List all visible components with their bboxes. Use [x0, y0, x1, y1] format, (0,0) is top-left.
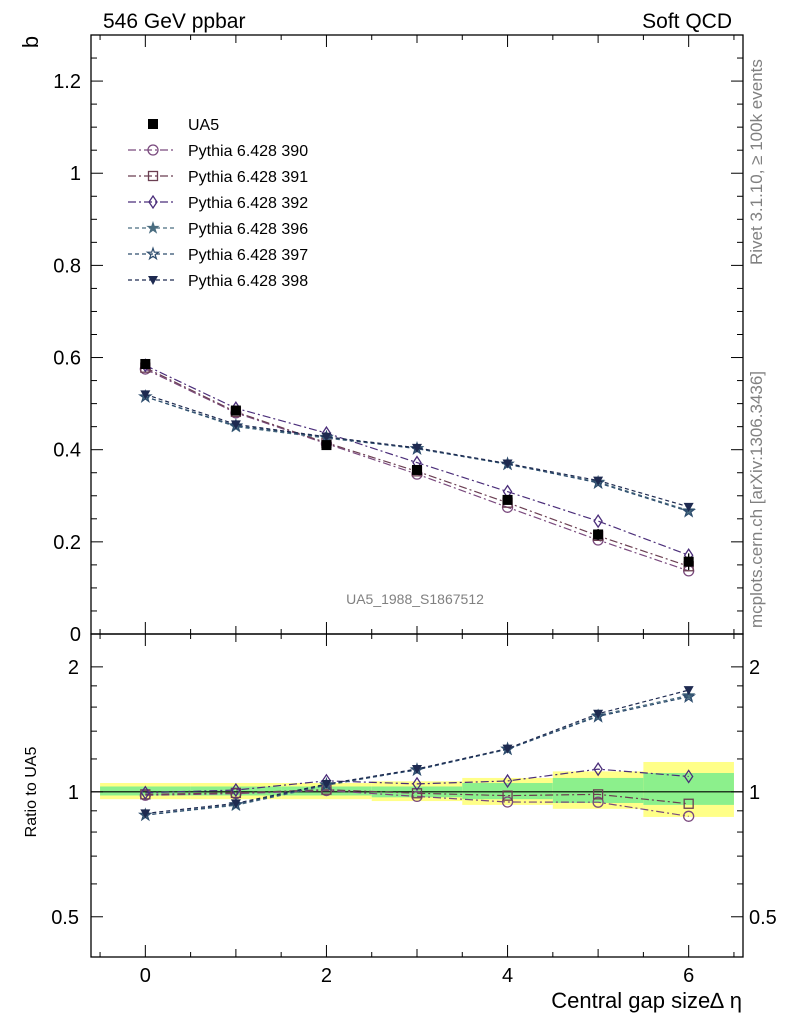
ratio-series-point [593, 761, 603, 777]
ratio-series-point [502, 773, 513, 789]
ratio-series-point [502, 744, 513, 754]
ratio-series-point [681, 689, 696, 704]
main-y-tick-label: 1 [70, 163, 81, 185]
ratio-series-point [683, 810, 695, 822]
main-series-line [145, 364, 689, 556]
main-series-line [145, 396, 689, 513]
ratio-series-point [140, 785, 151, 800]
ratio-y-tick-label-right: 0.5 [749, 907, 777, 929]
data-point [321, 440, 332, 451]
ratio-series-point [683, 798, 694, 809]
main-y-tick-label: 0.2 [53, 532, 81, 554]
main-series-point [683, 502, 694, 512]
ratio-series-point [683, 686, 694, 696]
legend-marker [148, 119, 158, 129]
ratio-y-tick-label-right: 2 [749, 657, 760, 679]
legend-label: Pythia 6.428 398 [188, 273, 308, 290]
legend-label: Pythia 6.428 391 [188, 169, 308, 186]
legend-label: Pythia 6.428 397 [188, 247, 308, 264]
main-y-tick-label: 0.6 [53, 348, 81, 370]
legend-marker [147, 170, 159, 182]
ratio-series-line [145, 789, 689, 817]
main-y-axis-label: b [18, 36, 43, 48]
ratio-y-axis-label: Ratio to UA5 [23, 747, 40, 838]
ratio-series-point [501, 796, 514, 808]
x-tick-label: 2 [321, 965, 332, 987]
ratio-series-point [321, 780, 332, 790]
main-y-tick-label: 1.2 [53, 71, 81, 93]
ratio-series-point [592, 789, 604, 800]
data-point [140, 358, 151, 369]
legend-label: Pythia 6.428 390 [188, 143, 308, 160]
band-green-bin [190, 786, 282, 796]
legend-marker [148, 276, 158, 285]
legend-marker [145, 246, 161, 261]
ratio-series-point [593, 709, 604, 719]
data-point [593, 529, 604, 540]
main-series-point [593, 513, 603, 529]
band-green-bin [100, 786, 191, 796]
ratio-series-point [502, 790, 513, 801]
main-series-point [321, 432, 332, 442]
data-point [502, 494, 513, 505]
main-y-tick-label: 0.8 [53, 255, 81, 277]
main-series-point [593, 476, 604, 486]
ratio-series-line [145, 768, 689, 794]
main-series-point [502, 459, 513, 469]
ratio-series-point [140, 809, 151, 819]
legend-label: Pythia 6.428 392 [188, 195, 308, 212]
ratio-series-point [412, 764, 422, 774]
ratio-y-tick-label-left: 0.5 [51, 907, 79, 929]
ratio-series-point [683, 769, 694, 784]
main-series-point [140, 390, 151, 400]
x-tick-label: 4 [502, 965, 513, 987]
data-point [683, 556, 694, 567]
legend-label: Pythia 6.428 396 [188, 221, 308, 238]
main-series-point [412, 443, 422, 453]
x-tick-label: 6 [683, 965, 694, 987]
x-axis-label: Central gap size∆ η [551, 988, 742, 1013]
legend-marker [146, 220, 160, 234]
main-series-line [145, 396, 689, 512]
ratio-series-line [145, 789, 689, 805]
side-text-bottom: mcplots.cern.ch [arXiv:1306.3436] [747, 371, 766, 628]
ratio-y-tick-label-left: 2 [68, 657, 79, 679]
x-tick-label: 0 [140, 965, 151, 987]
data-point [412, 464, 422, 475]
ratio-series-point [230, 799, 241, 809]
legend-marker [147, 144, 159, 156]
main-y-tick-label: 0 [70, 624, 81, 646]
ratio-y-tick-label-left: 1 [68, 782, 79, 804]
ratio-series-point [231, 782, 241, 798]
ratio-y-tick-label-right: 1 [749, 782, 760, 804]
legend-marker [148, 194, 158, 210]
header-right: Soft QCD [642, 10, 732, 33]
ratio-series-point [592, 796, 604, 808]
main-y-tick-label: 0.4 [53, 440, 81, 462]
analysis-id: UA5_1988_S1867512 [346, 591, 484, 607]
data-point [230, 405, 241, 416]
main-series-point [230, 420, 241, 430]
main-series-point [681, 503, 696, 518]
ratio-series-point [412, 776, 422, 792]
side-text-top: Rivet 3.1.10, ≥ 100k events [747, 59, 766, 265]
header-left: 546 GeV ppbar [103, 10, 245, 33]
legend-label: UA5 [188, 117, 219, 134]
